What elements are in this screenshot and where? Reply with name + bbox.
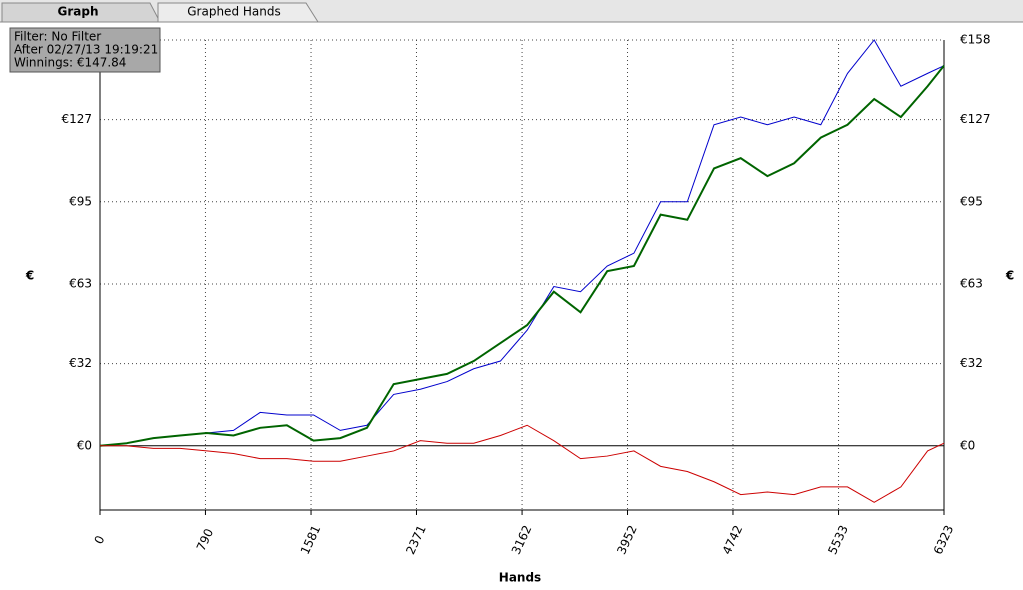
y2-tick-label: €127: [960, 112, 991, 126]
y-tick-label: €0: [77, 438, 92, 452]
info-text: Winnings: €147.84: [14, 56, 126, 70]
plot: €0€0€32€32€63€63€95€95€127€127€158€15807…: [61, 33, 990, 557]
info-box: [9, 27, 161, 73]
series-line: [100, 424, 945, 503]
info-text: After 02/27/13 19:19:21: [14, 43, 158, 57]
y2-tick-label: €0: [960, 438, 975, 452]
series-line: [99, 65, 945, 447]
series-line: [99, 39, 945, 447]
y-tick-label: €32: [69, 356, 92, 370]
y-tick-label: €127: [61, 112, 92, 126]
y2-tick-label: €32: [960, 356, 983, 370]
tab-label: Graph: [58, 5, 99, 19]
tab-label: Graphed Hands: [187, 5, 280, 19]
plot-panel: [0, 22, 1023, 590]
info-text: Filter: No Filter: [14, 30, 101, 44]
y2-tick-label: €158: [960, 33, 991, 47]
y2-tick-label: €63: [960, 276, 983, 290]
y-axis-label: €: [25, 269, 34, 283]
y-tick-label: €95: [69, 194, 92, 208]
y2-axis-label: €: [1005, 269, 1014, 283]
y2-tick-label: €95: [960, 194, 983, 208]
x-axis-label: Hands: [499, 571, 541, 585]
y-tick-label: €63: [69, 276, 92, 290]
